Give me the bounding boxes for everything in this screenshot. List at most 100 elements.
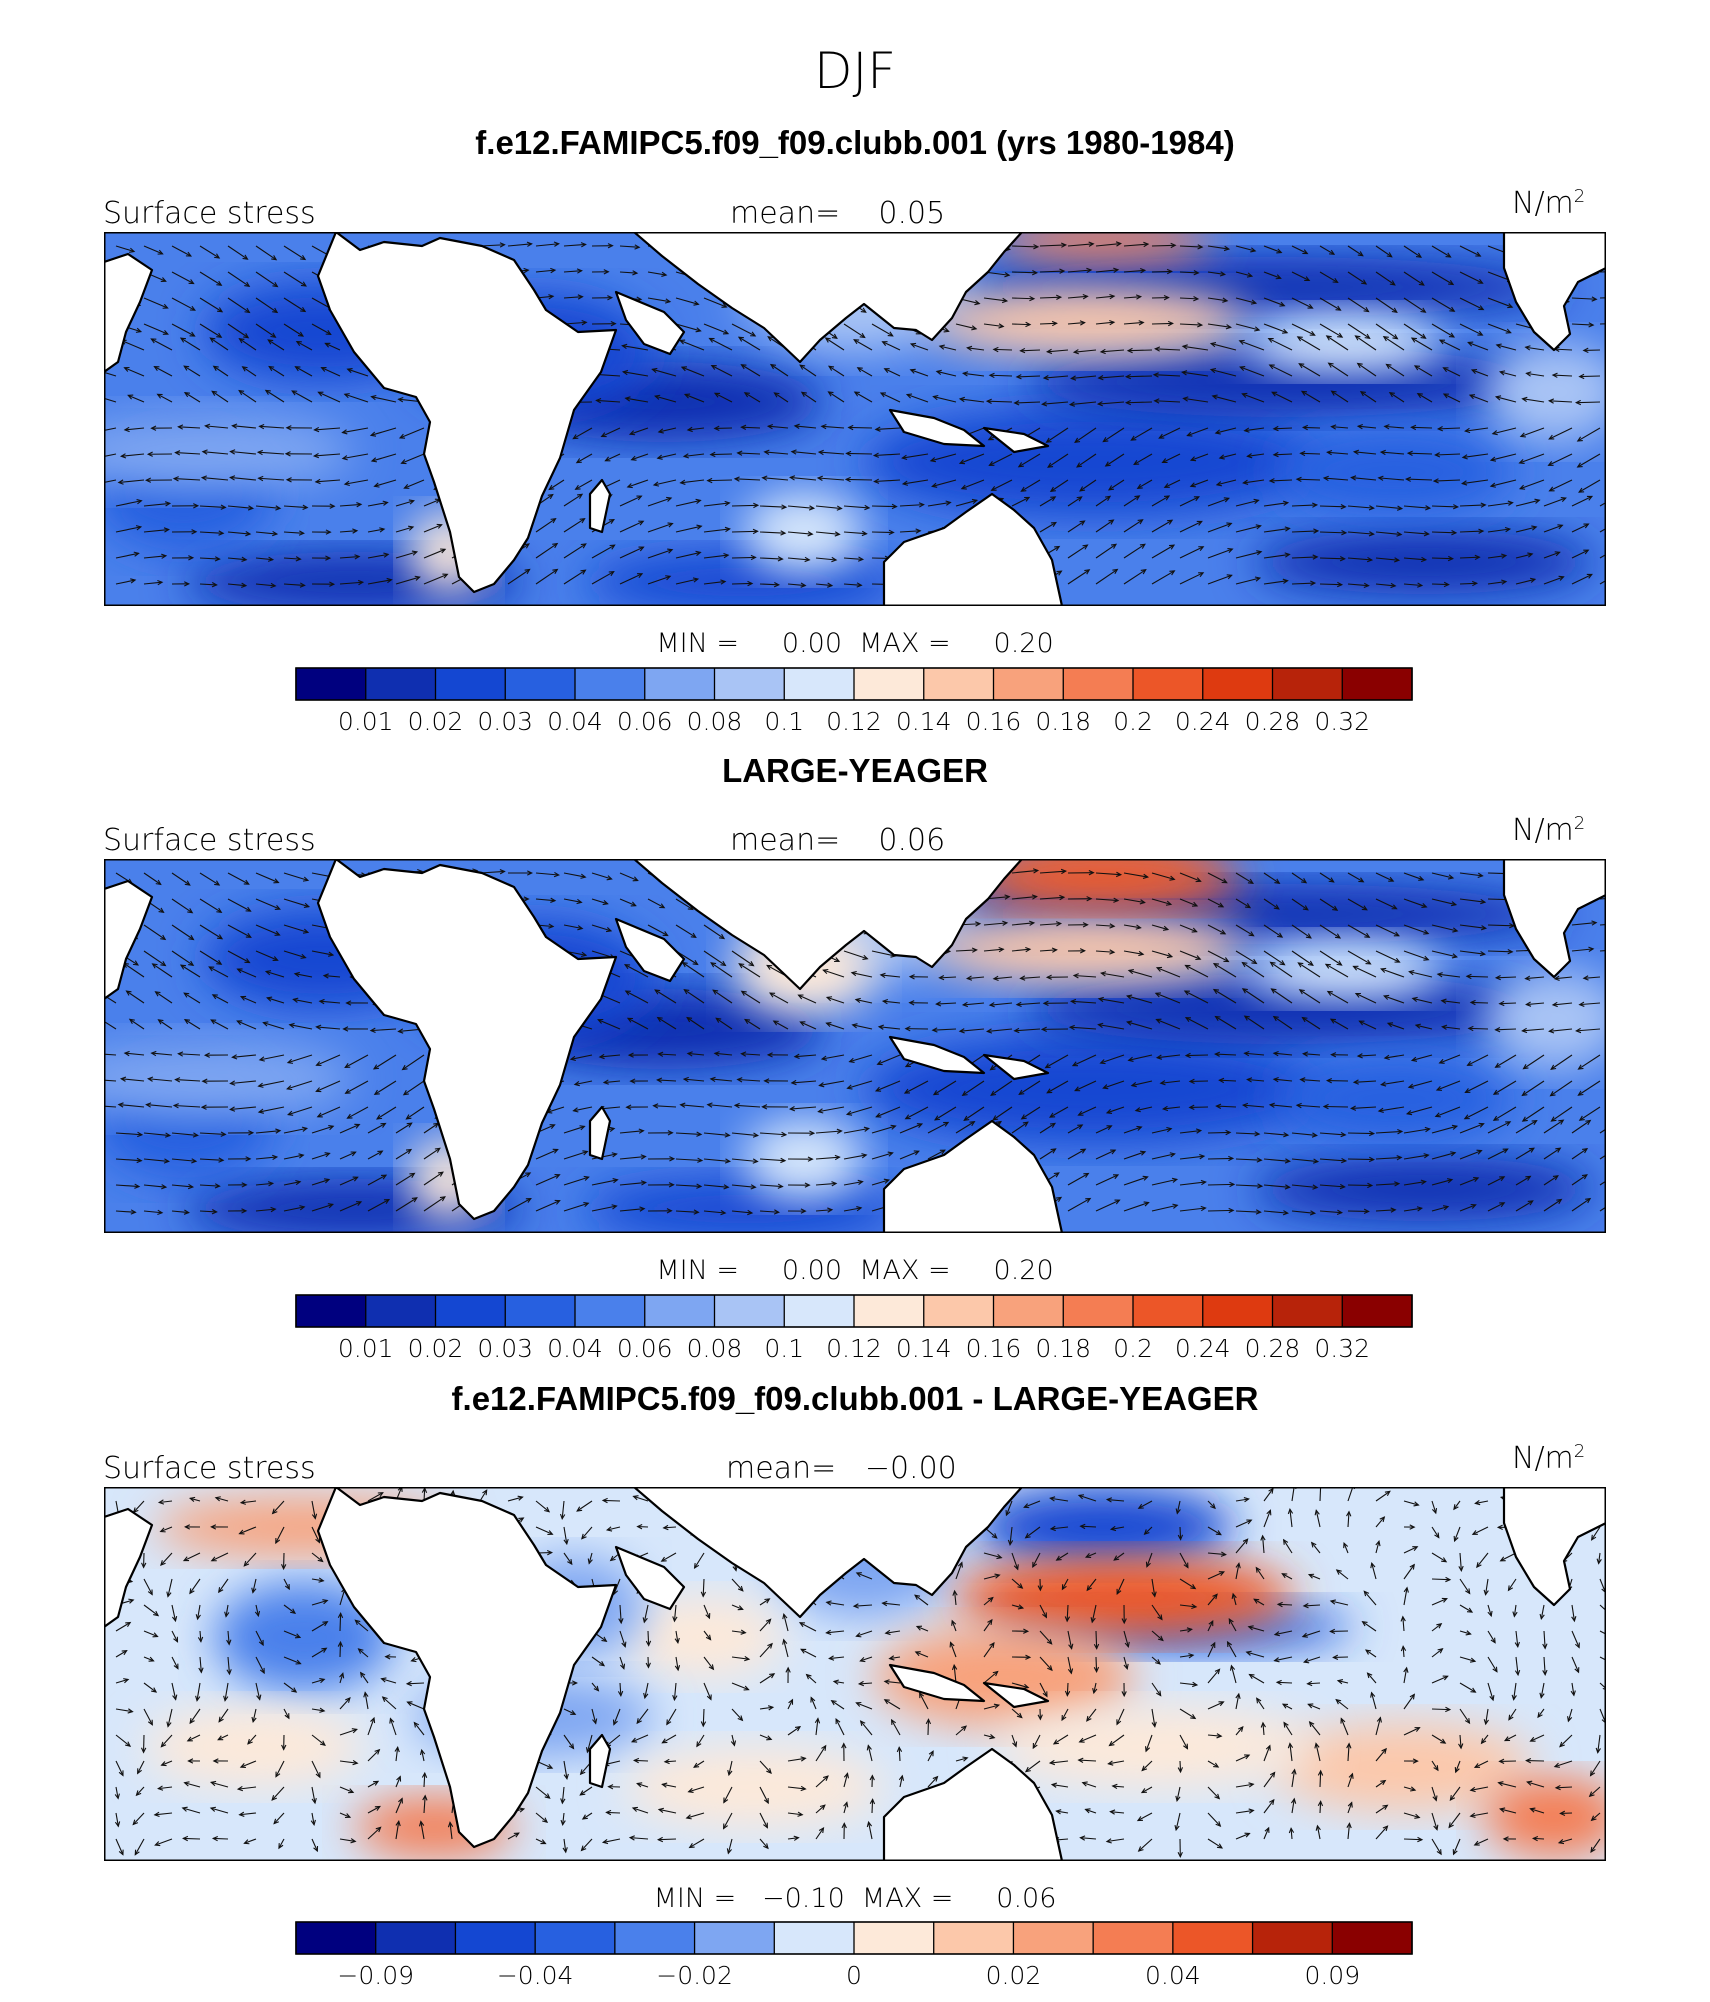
wind-arrow — [1012, 324, 1030, 325]
wind-arrow — [1324, 1106, 1348, 1107]
wind-arrow — [340, 1613, 341, 1631]
wind-arrow — [1186, 1055, 1208, 1056]
panel-3-min-max: MIN = −0.10 MAX = 0.06 — [0, 1883, 1710, 1914]
wind-arrow — [1348, 1133, 1374, 1134]
colorbar-tick-label: 0.04 — [1145, 1961, 1201, 1990]
wind-arrow — [1320, 584, 1342, 585]
colorbar-tick-label: 0.1 — [764, 1334, 804, 1363]
wind-arrow — [1040, 323, 1057, 324]
wind-arrow — [703, 1709, 704, 1726]
colorbar-swatch — [784, 1295, 854, 1327]
panel-2-title: LARGE-YEAGER — [0, 752, 1710, 790]
colorbar-tick-label: 0.06 — [617, 1334, 673, 1363]
panel-3-units: N/m2 — [1512, 1441, 1585, 1476]
colorbar-swatch — [436, 668, 506, 700]
colorbar-swatch — [376, 1922, 456, 1954]
colorbar-swatch — [1332, 1922, 1412, 1954]
panel-2-min-max: MIN = 0.00 MAX = 0.20 — [0, 1255, 1710, 1286]
panel-3-mean: mean= −0.00 — [726, 1451, 957, 1486]
field-blob — [954, 1557, 1294, 1637]
colorbar-tick-label: 0 — [846, 1961, 862, 1990]
page-title: DJF — [0, 42, 1710, 100]
wind-arrow — [732, 531, 758, 532]
colorbar-tick-label: 0.01 — [338, 707, 394, 736]
wind-arrow — [658, 1839, 676, 1840]
wind-arrow — [1219, 1080, 1236, 1081]
colorbar-swatch — [715, 668, 785, 700]
colorbar-swatch — [1173, 1922, 1253, 1954]
colorbar-tick-label: 0.2 — [1113, 1334, 1153, 1363]
colorbar-swatch — [715, 1295, 785, 1327]
wind-arrow — [990, 375, 1012, 376]
colorbar-tick-label: 0.18 — [1035, 1334, 1091, 1363]
colorbar-swatch — [994, 1295, 1064, 1327]
colorbar-tick-label: 0.08 — [687, 1334, 743, 1363]
colorbar-tick-label: 0.24 — [1175, 1334, 1231, 1363]
wind-arrow — [213, 1838, 228, 1839]
wind-arrow — [1432, 584, 1449, 585]
wind-arrow — [1208, 1132, 1230, 1133]
wind-arrow — [708, 480, 732, 481]
wind-arrow — [1348, 1185, 1372, 1186]
panel-2-variable-label: Surface stress — [103, 823, 316, 858]
wind-arrow — [1348, 1159, 1374, 1160]
colorbar-tick-label: 0.16 — [966, 707, 1022, 736]
field-blob — [1254, 530, 1594, 594]
colorbar-tick-label: 0.14 — [896, 1334, 952, 1363]
wind-arrow — [1432, 558, 1453, 559]
colorbar-tick-label: 0.03 — [477, 707, 533, 736]
colorbar-tick-label: 0.04 — [547, 1334, 603, 1363]
colorbar-tick-label: 0.12 — [826, 707, 882, 736]
field-blob — [1244, 939, 1444, 999]
colorbar-tick-label: −0.09 — [337, 1961, 414, 1990]
colorbar-swatch — [505, 1295, 575, 1327]
wind-arrow — [1096, 1631, 1097, 1649]
wind-arrow — [1020, 350, 1040, 351]
colorbar-swatch — [615, 1922, 695, 1954]
panel-1-units: N/m2 — [1512, 186, 1585, 221]
colorbar-swatch — [1133, 668, 1203, 700]
field-blob — [1274, 1054, 1514, 1144]
wind-arrow — [1467, 976, 1488, 977]
wind-arrow — [1320, 1771, 1321, 1787]
field-blob — [1274, 427, 1514, 517]
wind-arrow — [732, 505, 758, 506]
colorbar-tick-label: 0.32 — [1314, 707, 1370, 736]
wind-arrow — [1126, 402, 1152, 403]
wind-arrow — [407, 1683, 424, 1684]
colorbar-swatch — [505, 668, 575, 700]
colorbar-tick-label: 0.02 — [408, 1334, 464, 1363]
panel-3-map — [104, 1487, 1606, 1861]
wind-arrow — [1404, 1839, 1422, 1840]
wind-arrow — [1152, 245, 1175, 246]
wind-arrow — [1274, 454, 1292, 455]
colorbar-swatch — [1253, 1922, 1333, 1954]
panel-1-mean: mean= 0.05 — [730, 196, 945, 231]
wind-arrow — [1012, 298, 1034, 299]
colorbar-swatch — [774, 1922, 854, 1954]
colorbar-swatch — [934, 1922, 1014, 1954]
colorbar-tick-label: 0.1 — [764, 707, 804, 736]
wind-arrow — [732, 583, 752, 584]
colorbar-swatch — [924, 1295, 994, 1327]
colorbar-tick-label: −0.04 — [497, 1961, 574, 1990]
wind-arrow — [1411, 427, 1432, 428]
colorbar-tick-label: 0.09 — [1304, 1961, 1360, 1990]
wind-arrow — [849, 427, 872, 428]
panel-1-title: f.e12.FAMIPC5.f09_f09.clubb.001 (yrs 198… — [0, 124, 1710, 162]
wind-arrow — [1460, 583, 1477, 584]
colorbar-swatch — [296, 668, 366, 700]
colorbar-swatch — [854, 668, 924, 700]
colorbar-tick-label: 0.01 — [338, 1334, 394, 1363]
colorbar-swatch — [924, 668, 994, 700]
colorbar-tick-label: 0.08 — [687, 707, 743, 736]
wind-arrow — [1500, 1003, 1516, 1004]
wind-arrow — [1432, 1579, 1450, 1580]
colorbar-swatch — [1342, 668, 1412, 700]
colorbar-swatch — [535, 1922, 615, 1954]
panel-3-title: f.e12.FAMIPC5.f09_f09.clubb.001 - LARGE-… — [0, 1380, 1710, 1418]
panel-1-min-max: MIN = 0.00 MAX = 0.20 — [0, 628, 1710, 659]
panel-1-variable-label: Surface stress — [103, 196, 316, 231]
